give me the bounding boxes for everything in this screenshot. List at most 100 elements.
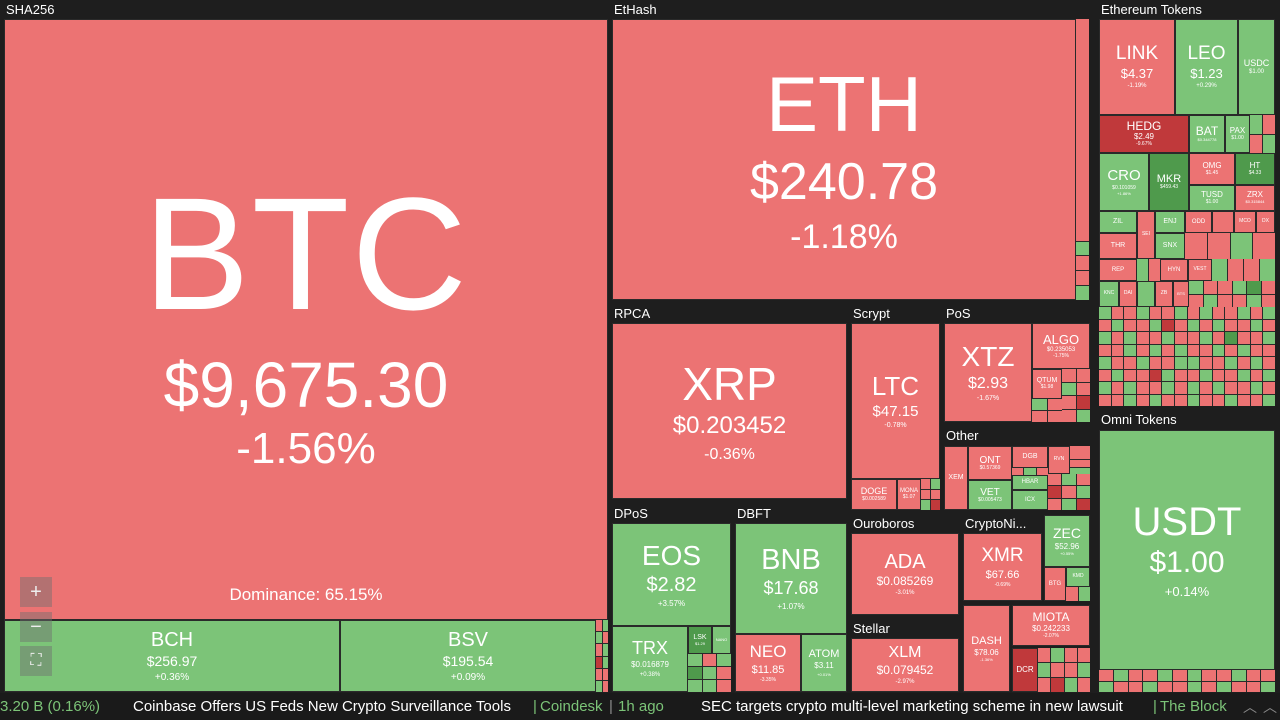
tile-tusd[interactable]: TUSD $1.00 <box>1189 185 1235 211</box>
tile-symbol: EOS <box>641 539 702 571</box>
tile-zb[interactable]: ZB <box>1155 281 1173 307</box>
tile-dai[interactable]: DAI <box>1119 281 1137 307</box>
tile-symbol: LINK <box>1115 43 1159 65</box>
tile-zrx[interactable]: ZRX $0.315844 <box>1235 185 1275 211</box>
tile-xmr[interactable]: XMR $67.66 -0.69% <box>963 533 1042 601</box>
zoom-out-button[interactable]: − <box>20 612 52 642</box>
tile-mco[interactable]: MCO <box>1234 211 1256 233</box>
tile-price: $256.97 <box>146 653 198 670</box>
zoom-in-button[interactable]: + <box>20 577 52 607</box>
tile-usdc[interactable]: USDC $1.00 <box>1238 19 1275 115</box>
tile-odd[interactable]: ODD <box>1185 211 1212 233</box>
tile-link[interactable]: LINK $4.37 -1.19% <box>1099 19 1175 115</box>
tile-sei[interactable]: SEI <box>1137 211 1155 259</box>
news-headline-2[interactable]: SEC targets crypto multi-level marketing… <box>701 698 1123 715</box>
news-source-1[interactable]: Coindesk <box>540 698 603 715</box>
tile-vest[interactable]: VEST <box>1188 259 1212 281</box>
small-coins-tokens-a <box>1250 115 1275 153</box>
small-coins-cryptonight <box>1066 587 1090 601</box>
tile-change: +1.07% <box>777 601 805 611</box>
tile-price: $52.96 <box>1054 542 1080 552</box>
tile-zec[interactable]: ZEC $52.96 +0.55% <box>1044 515 1090 567</box>
small-coins-tokens-d <box>1212 259 1275 281</box>
tile-bts[interactable]: BTS <box>1173 281 1189 307</box>
tile-mkr[interactable]: MKR $459.43 <box>1149 153 1189 211</box>
tile-thr[interactable]: THR <box>1099 233 1137 259</box>
tile-dgb[interactable]: DGB <box>1012 446 1048 468</box>
tile-nano[interactable]: NANO <box>712 626 731 654</box>
tile-symbol: BCH <box>150 629 194 652</box>
tile-bsv[interactable]: BSV $195.54 +0.09% <box>340 620 596 692</box>
tile-leo[interactable]: LEO $1.23 +0.29% <box>1175 19 1238 115</box>
small-coins-scrypt <box>921 479 940 510</box>
tile-symbol: OMG <box>1202 160 1222 170</box>
small-coins-pos-b <box>1032 399 1062 422</box>
small-coins-sha256 <box>596 620 608 692</box>
tile-xlm[interactable]: XLM $0.079452 -2.97% <box>851 638 959 692</box>
tile-eth[interactable]: ETH $240.78 -1.18% <box>612 19 1076 300</box>
tile-xrp[interactable]: XRP $0.203452 -0.36% <box>612 323 847 499</box>
tile-algo[interactable]: ALGO $0.235053 -1.75% <box>1032 323 1090 369</box>
tile-symbol: NEO <box>749 641 787 661</box>
chevron-up-icon[interactable]: ︿ <box>1243 699 1257 715</box>
tile-mona[interactable]: MONA $1.07 <box>897 479 921 510</box>
tile-lsk[interactable]: LSK $1.29 <box>688 626 712 654</box>
tile-dash[interactable]: DASH $78.06 -1.36% <box>963 605 1010 692</box>
tile-ada[interactable]: ADA $0.085269 -3.01% <box>851 533 959 615</box>
tile-qtum[interactable]: QTUM $1.98 <box>1032 369 1062 399</box>
tile-misc-a[interactable] <box>1212 211 1234 233</box>
tile-vet[interactable]: VET $0.005473 <box>968 480 1012 510</box>
tile-usdt[interactable]: USDT $1.00 +0.14% <box>1099 430 1275 670</box>
tile-xem[interactable]: XEM <box>944 446 968 510</box>
chevron-up-icon[interactable]: ︿ <box>1263 699 1277 715</box>
tile-eos[interactable]: EOS $2.82 +3.57% <box>612 523 731 626</box>
tile-ht[interactable]: HT $4.33 <box>1235 153 1275 185</box>
news-separator: | <box>609 698 613 715</box>
tile-hbar[interactable]: HBAR <box>1012 475 1048 490</box>
tile-snx[interactable]: SNX <box>1155 233 1185 259</box>
tile-misc-b[interactable] <box>1137 281 1155 307</box>
tile-symbol: NANO <box>715 636 728 642</box>
tile-symbol: LEO <box>1187 43 1226 65</box>
tile-enj[interactable]: ENJ <box>1155 211 1185 233</box>
tile-bat[interactable]: BAT $0.344778 <box>1189 115 1225 153</box>
tile-hedg[interactable]: HEDG $2.49 -9.67% <box>1099 115 1189 153</box>
tile-neo[interactable]: NEO $11.85 -3.35% <box>735 634 801 692</box>
tile-rvn[interactable]: RVN <box>1048 446 1070 474</box>
tile-zil[interactable]: ZIL <box>1099 211 1137 233</box>
tile-change: -1.19% <box>1127 83 1147 90</box>
tile-price: $11.85 <box>751 663 785 676</box>
news-ticker[interactable]: 3.20 B (0.16%) Coinbase Offers US Feds N… <box>0 693 1280 720</box>
tile-miota[interactable]: MIOTA $0.242233 -2.07% <box>1012 605 1090 646</box>
small-coins-omni <box>1099 670 1275 692</box>
news-headline-1[interactable]: Coinbase Offers US Feds New Crypto Surve… <box>133 698 511 715</box>
tile-dx[interactable]: DX <box>1256 211 1275 233</box>
tile-btg[interactable]: BTG <box>1044 567 1066 601</box>
tile-change: -1.75% <box>1053 352 1069 359</box>
tile-icx[interactable]: ICX <box>1012 490 1048 510</box>
group-label-ethereum-tokens: Ethereum Tokens <box>1101 2 1202 17</box>
tile-trx[interactable]: TRX $0.016879 +0.38% <box>612 626 688 692</box>
news-source-2[interactable]: The Block <box>1160 698 1227 715</box>
tile-change: +3.57% <box>657 598 686 608</box>
tile-doge[interactable]: DOGE $0.002589 <box>851 479 897 510</box>
tile-bch[interactable]: BCH $256.97 +0.36% <box>4 620 340 692</box>
tile-ltc[interactable]: LTC $47.15 -0.78% <box>851 323 940 479</box>
tile-dcr[interactable]: DCR <box>1012 648 1038 692</box>
tile-btc[interactable]: BTC $9,675.30 -1.56% Dominance: 65.15% <box>4 19 608 620</box>
tile-atom[interactable]: ATOM $3.11 +0.01% <box>801 634 847 692</box>
tile-symbol: TUSD <box>1201 189 1223 199</box>
tile-ont[interactable]: ONT $0.57369 <box>968 446 1012 480</box>
tile-change: -0.69% <box>994 581 1011 588</box>
tile-xtz[interactable]: XTZ $2.93 -1.67% <box>944 323 1032 422</box>
tile-change: -3.35% <box>760 676 776 683</box>
tile-cro[interactable]: CRO $0.101059 +1.86% <box>1099 153 1149 211</box>
fit-screen-button[interactable]: ⛶ <box>20 646 52 676</box>
tile-knc[interactable]: KNC <box>1099 281 1119 307</box>
tile-kmd[interactable]: KMD <box>1066 567 1090 587</box>
tile-rep[interactable]: REP <box>1099 259 1137 281</box>
tile-pax[interactable]: PAX $1.00 <box>1225 115 1250 153</box>
tile-bnb[interactable]: BNB $17.68 +1.07% <box>735 523 847 634</box>
tile-omg[interactable]: OMG $1.45 <box>1189 153 1235 185</box>
tile-hyn[interactable]: HYN <box>1160 259 1188 281</box>
